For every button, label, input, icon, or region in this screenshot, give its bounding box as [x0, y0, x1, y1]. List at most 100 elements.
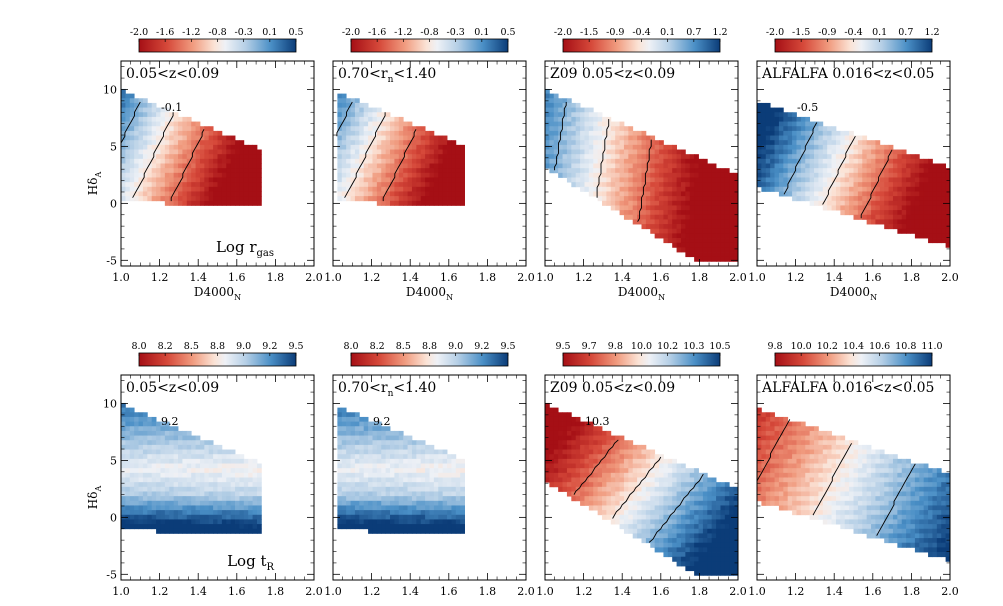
- heatmap-cell: [685, 154, 690, 159]
- heatmap-cell: [571, 487, 576, 492]
- heatmap-cell: [359, 464, 364, 469]
- heatmap-cell: [253, 159, 258, 164]
- heatmap-cell: [125, 440, 130, 445]
- heatmap-cell: [134, 173, 139, 178]
- heatmap-cell: [589, 168, 594, 173]
- heatmap-cell: [421, 145, 426, 150]
- x-tick-label: 1.8: [267, 271, 285, 284]
- heatmap-cell: [377, 473, 382, 478]
- heatmap-cell: [412, 454, 417, 459]
- heatmap-cell: [218, 505, 223, 510]
- heatmap-cell: [134, 417, 139, 422]
- heatmap-cell: [796, 182, 801, 187]
- heatmap-cell: [143, 510, 148, 515]
- heatmap-cell: [377, 201, 382, 206]
- heatmap-cell: [364, 519, 369, 524]
- heatmap-cell: [558, 431, 563, 436]
- heatmap-cell: [897, 191, 902, 196]
- heatmap-cell: [757, 159, 762, 164]
- heatmap-cell: [182, 454, 187, 459]
- heatmap-cell: [421, 126, 426, 131]
- heatmap-cell: [191, 501, 196, 506]
- x-axis-title: D4000N: [194, 285, 241, 302]
- heatmap-cell: [818, 173, 823, 178]
- heatmap-cell: [139, 450, 144, 455]
- heatmap-cell: [646, 154, 651, 159]
- heatmap-cell: [364, 117, 369, 122]
- heatmap-cell: [451, 491, 456, 496]
- heatmap-cell: [130, 412, 135, 417]
- heatmap-cell: [377, 196, 382, 201]
- heatmap-cell: [620, 122, 625, 127]
- heatmap-cell: [703, 215, 708, 220]
- heatmap-cell: [606, 191, 611, 196]
- heatmap-cell: [213, 173, 218, 178]
- heatmap-cell: [761, 164, 766, 169]
- heatmap-cell: [646, 173, 651, 178]
- heatmap-cell: [235, 510, 240, 515]
- heatmap-cell: [416, 505, 421, 510]
- heatmap-cell: [775, 164, 780, 169]
- heatmap-cell: [620, 154, 625, 159]
- heatmap-cell: [416, 524, 421, 529]
- heatmap-cell: [729, 177, 734, 182]
- heatmap-cell: [712, 252, 717, 257]
- heatmap-cell: [766, 177, 771, 182]
- heatmap-cell: [394, 140, 399, 145]
- heatmap-cell: [425, 191, 430, 196]
- heatmap-cell: [430, 464, 435, 469]
- heatmap-cell: [716, 238, 721, 243]
- heatmap-cell: [381, 122, 386, 127]
- heatmap-cell: [584, 126, 589, 131]
- heatmap-cell: [359, 196, 364, 201]
- heatmap-cell: [200, 173, 205, 178]
- heatmap-cell: [558, 173, 563, 178]
- heatmap-cell: [589, 117, 594, 122]
- heatmap-cell: [858, 215, 863, 220]
- heatmap-cell: [355, 510, 360, 515]
- x-axis-title-main: D4000: [194, 285, 234, 299]
- heatmap-cell: [421, 187, 426, 192]
- heatmap-cell: [593, 505, 598, 510]
- heatmap-cell: [460, 182, 465, 187]
- heatmap-cell: [187, 478, 192, 483]
- heatmap-cell: [125, 196, 130, 201]
- heatmap-cell: [386, 445, 391, 450]
- heatmap-cell: [139, 108, 144, 113]
- heatmap-cell: [681, 164, 686, 169]
- heatmap-cell: [248, 182, 253, 187]
- heatmap-cell: [174, 450, 179, 455]
- heatmap-cell: [796, 191, 801, 196]
- heatmap-cell: [235, 519, 240, 524]
- heatmap-cell: [558, 482, 563, 487]
- heatmap-cell: [346, 131, 351, 136]
- heatmap-cell: [399, 515, 404, 520]
- heatmap-cell: [845, 191, 850, 196]
- heatmap-cell: [169, 459, 174, 464]
- heatmap-cell: [125, 478, 130, 483]
- heatmap-cell: [642, 140, 647, 145]
- heatmap-cell: [222, 177, 227, 182]
- heatmap-cell: [187, 191, 192, 196]
- heatmap-cell: [204, 450, 209, 455]
- heatmap-cell: [766, 168, 771, 173]
- heatmap-cell: [377, 464, 382, 469]
- heatmap-cell: [125, 454, 130, 459]
- heatmap-cell: [906, 182, 911, 187]
- heatmap-cell: [902, 229, 907, 234]
- heatmap-cell: [681, 247, 686, 252]
- heatmap-cell: [438, 454, 443, 459]
- heatmap-cell: [823, 145, 828, 150]
- heatmap-cell: [571, 478, 576, 483]
- heatmap-cell: [152, 487, 157, 492]
- heatmap-cell: [253, 468, 258, 473]
- heatmap-cell: [563, 445, 568, 450]
- heatmap-cell: [571, 482, 576, 487]
- heatmap-cell: [182, 159, 187, 164]
- heatmap-cell: [558, 108, 563, 113]
- heatmap-cell: [200, 473, 205, 478]
- heatmap-cell: [209, 454, 214, 459]
- x-tick-label: 1.4: [825, 271, 843, 284]
- heatmap-cell: [178, 464, 183, 469]
- heatmap-cell: [204, 473, 209, 478]
